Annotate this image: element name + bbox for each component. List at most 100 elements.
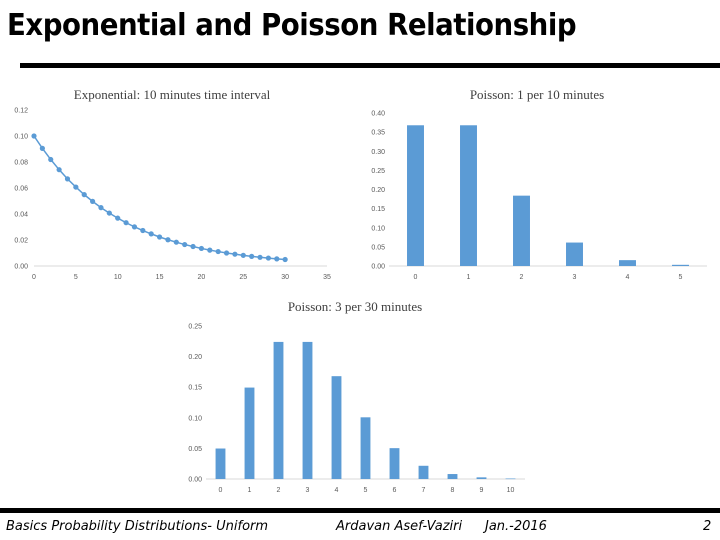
data-point [106,210,112,216]
y-tick-label: 0.05 [188,446,202,453]
footer-divider [0,508,720,513]
exponential-chart: Exponential: 10 minutes time interval 0.0… [2,76,342,289]
bar [513,195,530,266]
y-tick-label: 0.20 [188,354,202,361]
x-tick-label: 2 [520,274,524,281]
bar [460,125,477,266]
data-point [148,231,154,237]
bar [505,478,516,480]
y-tick-label: 0.10 [371,225,385,232]
data-point [90,198,96,204]
title-divider [20,63,720,68]
bar [619,260,636,266]
y-tick-label: 0.04 [14,212,28,219]
x-tick-label: 1 [248,487,252,494]
bar [215,448,226,479]
slide-title: Exponential and Poisson Relationship [7,8,577,43]
x-tick-label: 0 [414,274,418,281]
y-tick-label: 0.02 [14,238,28,245]
bar [476,477,487,479]
data-point [232,251,238,257]
y-tick-label: 0.35 [371,130,385,137]
data-point [215,248,221,255]
poisson-3-per-30-chart: Poisson: 3 per 30 minutes 0.00 0.05 0.10 0.1… [175,290,536,500]
exponential-chart-svg: Exponential: 10 minutes time interval 0.0… [14,87,331,281]
y-tick-label: 0.15 [188,385,202,392]
data-point [274,256,280,262]
x-tick-label: 8 [451,487,455,494]
data-point [56,167,62,173]
x-tick-label: 4 [335,487,339,494]
y-tick-label: 0.05 [371,244,385,251]
x-tick-label: 35 [323,274,331,281]
x-tick-label: 0 [32,274,36,281]
chart-title: Exponential: 10 minutes time interval [74,87,271,102]
bar [418,465,429,479]
x-tick-label: 5 [679,274,683,281]
x-tick-label: 20 [198,274,206,281]
data-point [198,245,205,252]
y-tick-label: 0.25 [188,324,202,331]
x-tick-label: 10 [507,487,515,494]
x-tick-label: 6 [393,487,397,494]
poisson-1-per-10-chart: Poisson: 1 per 10 minutes 0.00 0.05 0.10 0.1… [356,76,707,289]
x-tick-label: 0 [219,487,223,494]
data-point [190,243,196,250]
x-tick-label: 9 [480,487,484,494]
poisson-3-per-30-chart-svg: Poisson: 3 per 30 minutes 0.00 0.05 0.10 0.1… [188,299,525,494]
bar [566,242,583,266]
poisson-1-per-10-chart-svg: Poisson: 1 per 10 minutes 0.00 0.05 0.10 0.1… [371,87,707,281]
data-point [73,184,79,190]
data-point [173,239,179,245]
y-tick-label: 0.08 [14,160,28,167]
chart-title: Poisson: 1 per 10 minutes [470,87,604,102]
y-tick-label: 0.00 [14,264,28,271]
data-point [182,241,188,248]
data-point [140,227,146,234]
bar [331,376,342,479]
x-tick-label: 5 [364,487,368,494]
x-tick-label: 3 [573,274,577,281]
x-tick-label: 10 [114,274,122,281]
footer-topic: Basics Probability Distributions- Unifor… [6,519,269,534]
y-tick-label: 0.00 [371,264,385,271]
chart-title: Poisson: 3 per 30 minutes [288,299,422,314]
data-point [39,145,45,151]
data-point [64,176,71,182]
y-tick-label: 0.12 [14,108,28,115]
data-point [265,255,271,261]
y-tick-label: 0.10 [14,134,28,141]
footer-author: Ardavan Asef-Vaziri [336,519,463,534]
data-point [207,247,213,253]
data-point [98,205,104,211]
y-tick-label: 0.40 [371,111,385,118]
y-tick-label: 0.15 [371,206,385,213]
series-line [33,135,286,261]
x-tick-label: 15 [156,274,164,281]
data-point [240,252,246,258]
y-tick-label: 0.25 [371,168,385,175]
bar [447,474,458,479]
data-point [223,250,230,256]
data-point [257,254,263,260]
y-tick-label: 0.30 [371,149,385,156]
x-tick-label: 5 [74,274,78,281]
x-tick-label: 2 [277,487,281,494]
data-point [48,156,54,163]
x-tick-label: 7 [422,487,426,494]
x-tick-label: 3 [306,487,310,494]
x-tick-label: 25 [239,274,247,281]
data-point [115,215,121,221]
page-number: 2 [703,519,712,534]
data-point [282,256,288,263]
y-tick-label: 0.10 [188,415,202,422]
bar [302,341,313,479]
y-tick-label: 0.00 [188,477,202,484]
data-point [249,253,255,259]
x-tick-label: 1 [467,274,471,281]
bar [407,125,424,266]
x-tick-label: 30 [281,274,289,281]
footer-date: Jan.-2016 [485,519,547,534]
bar [672,264,689,266]
data-point [156,234,163,240]
